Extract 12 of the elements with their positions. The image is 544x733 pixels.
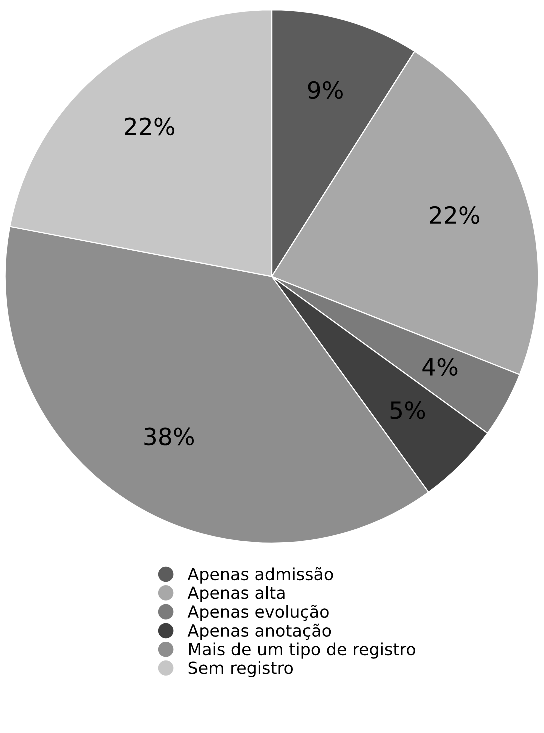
- data-label: 22%: [125, 118, 175, 136]
- legend-label: Apenas admissão: [188, 567, 334, 584]
- legend-label: Apenas anotação: [188, 624, 332, 640]
- data-label: 4%: [422, 358, 458, 376]
- data-label: 22%: [430, 206, 480, 224]
- data-label: 38%: [144, 428, 194, 446]
- legend-label: Apenas evolução: [188, 604, 329, 622]
- data-label: 5%: [390, 401, 426, 420]
- legend-label: Mais de um tipo de registro: [189, 642, 416, 659]
- legend-label: Sem registro: [188, 661, 294, 678]
- legend-label: Apenas alta: [188, 586, 285, 602]
- data-label: 9%: [308, 81, 343, 100]
